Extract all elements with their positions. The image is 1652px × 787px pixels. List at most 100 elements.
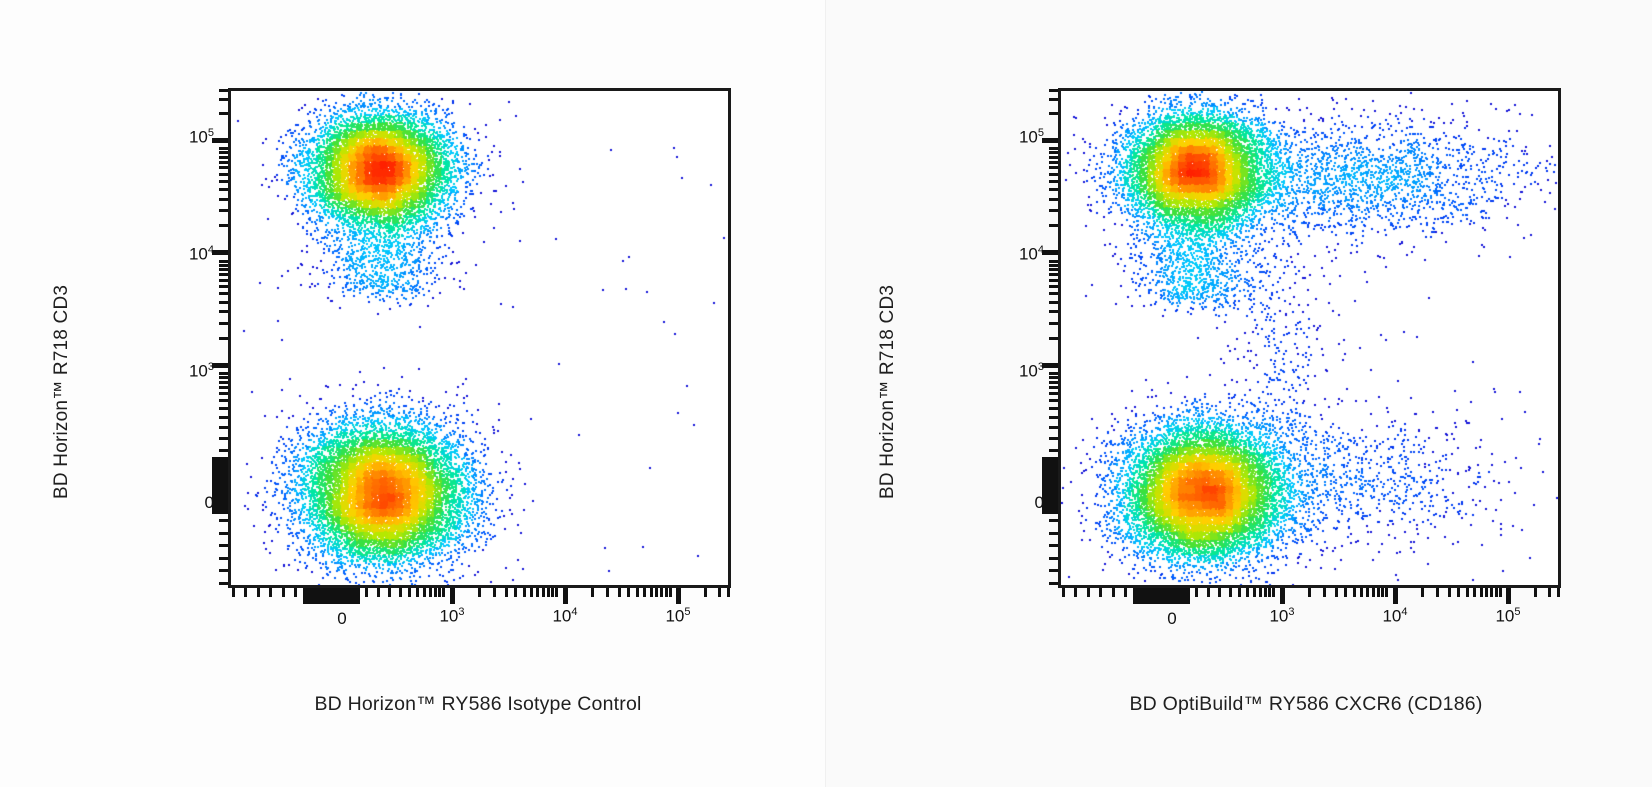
y-tick-label-left-2: 103	[188, 361, 214, 381]
x-tick-mark	[256, 588, 260, 597]
x-tick-mark	[449, 588, 455, 604]
panel-isotype-control: BD Horizon™ R718 CD3 105 104 103 0 0 103…	[51, 0, 826, 787]
x-tick-mark	[1457, 588, 1461, 597]
y-tick-mark	[219, 155, 228, 159]
y-tick-mark	[1049, 300, 1058, 304]
y-tick-mark	[219, 425, 228, 429]
y-tick-mark	[219, 581, 228, 585]
x-tick-mark	[1207, 588, 1211, 597]
y-tick-mark	[1049, 415, 1058, 419]
x-tick-mark	[655, 588, 659, 597]
x-tick-mark	[415, 588, 419, 597]
y-tick-label-right-1: 104	[1018, 244, 1044, 264]
x-tick-mark	[1385, 588, 1389, 597]
y-tick-mark	[1049, 285, 1058, 288]
y-tick-mark	[1049, 147, 1058, 150]
x-tick-mark	[1556, 588, 1560, 597]
y-tick-mark	[1049, 268, 1058, 271]
x-tick-mark	[310, 588, 317, 604]
y-tick-mark	[219, 89, 228, 92]
x-tick-mark	[664, 588, 668, 597]
x-tick-mark	[334, 588, 341, 604]
x-tick-mark	[649, 588, 653, 597]
x-tick-mark	[591, 588, 595, 597]
y-tick-mark	[219, 372, 228, 375]
x-tick-mark	[1172, 588, 1179, 604]
x-tick-label-left-2: 104	[552, 606, 578, 626]
y-tick-mark	[1049, 160, 1058, 164]
y-tick-mark	[1049, 556, 1058, 560]
y-tick-mark	[1049, 569, 1058, 572]
y-tick-mark	[1042, 137, 1058, 143]
x-tick-mark	[1140, 588, 1147, 604]
y-tick-mark	[1049, 581, 1058, 585]
y-tick-mark	[212, 476, 228, 483]
x-tick-mark	[1366, 588, 1370, 597]
x-tick-mark	[1111, 588, 1115, 597]
y-tick-mark	[219, 273, 228, 276]
x-tick-mark	[1144, 588, 1151, 604]
y-tick-mark	[219, 292, 228, 295]
y-tick-mark	[219, 263, 228, 267]
y-tick-mark	[219, 278, 228, 282]
y-axis-title-left: BD Horizon™ R718 CD3	[51, 284, 72, 499]
y-tick-mark	[219, 224, 228, 227]
y-tick-mark	[1042, 460, 1058, 467]
y-tick-mark	[212, 503, 228, 510]
x-tick-mark	[1359, 588, 1363, 597]
y-tick-mark	[219, 151, 228, 154]
y-tick-mark	[219, 172, 228, 176]
x-tick-mark	[231, 588, 235, 597]
x-tick-mark	[551, 588, 555, 597]
x-tick-mark	[1061, 588, 1065, 597]
x-tick-mark	[704, 588, 708, 597]
x-tick-mark	[350, 588, 357, 604]
x-tick-mark	[338, 588, 345, 604]
x-tick-mark	[1183, 588, 1190, 604]
x-tick-mark	[314, 588, 321, 604]
x-tick-mark	[1421, 588, 1425, 597]
y-tick-mark	[219, 544, 228, 547]
x-tick-mark	[1548, 588, 1552, 597]
y-tick-mark	[1049, 89, 1058, 92]
panel-cxcr6: BD Horizon™ R718 CD3 105 104 103 0 0 103…	[826, 0, 1652, 787]
y-tick-mark	[219, 556, 228, 560]
x-tick-mark	[1490, 588, 1494, 597]
x-tick-mark	[428, 588, 432, 597]
y-tick-mark	[1049, 155, 1058, 159]
y-tick-mark	[1049, 406, 1058, 410]
x-tick-mark	[433, 588, 437, 597]
y-tick-mark	[1049, 278, 1058, 282]
x-tick-mark	[1168, 588, 1175, 604]
y-tick-mark	[1049, 310, 1058, 313]
y-tick-mark	[219, 380, 228, 384]
y-tick-mark	[219, 97, 228, 101]
x-tick-mark	[1099, 588, 1103, 597]
y-tick-mark	[219, 391, 228, 395]
x-tick-mark	[330, 588, 337, 604]
y-tick-mark	[1049, 321, 1058, 325]
y-tick-mark	[1049, 449, 1058, 452]
y-tick-mark	[1049, 436, 1058, 440]
y-tick-mark	[1049, 224, 1058, 227]
y-tick-mark	[212, 491, 228, 498]
x-tick-mark	[1160, 588, 1167, 604]
x-tick-mark	[1228, 588, 1232, 597]
y-tick-mark	[1049, 111, 1058, 115]
y-tick-mark	[1049, 197, 1058, 201]
x-tick-mark	[1334, 588, 1338, 597]
x-tick-mark	[1176, 588, 1183, 604]
y-tick-mark	[219, 449, 228, 452]
x-tick-mark	[1156, 588, 1163, 604]
y-tick-mark	[1049, 380, 1058, 384]
x-tick-mark	[1252, 588, 1256, 597]
y-tick-mark	[1049, 97, 1058, 101]
x-tick-mark	[514, 588, 518, 597]
y-tick-mark	[219, 336, 228, 340]
y-tick-mark	[212, 495, 228, 502]
x-tick-mark	[555, 588, 559, 597]
x-tick-mark	[1498, 588, 1502, 597]
x-tick-mark	[1268, 588, 1272, 597]
y-tick-mark	[1049, 263, 1058, 267]
y-tick-mark	[219, 300, 228, 304]
